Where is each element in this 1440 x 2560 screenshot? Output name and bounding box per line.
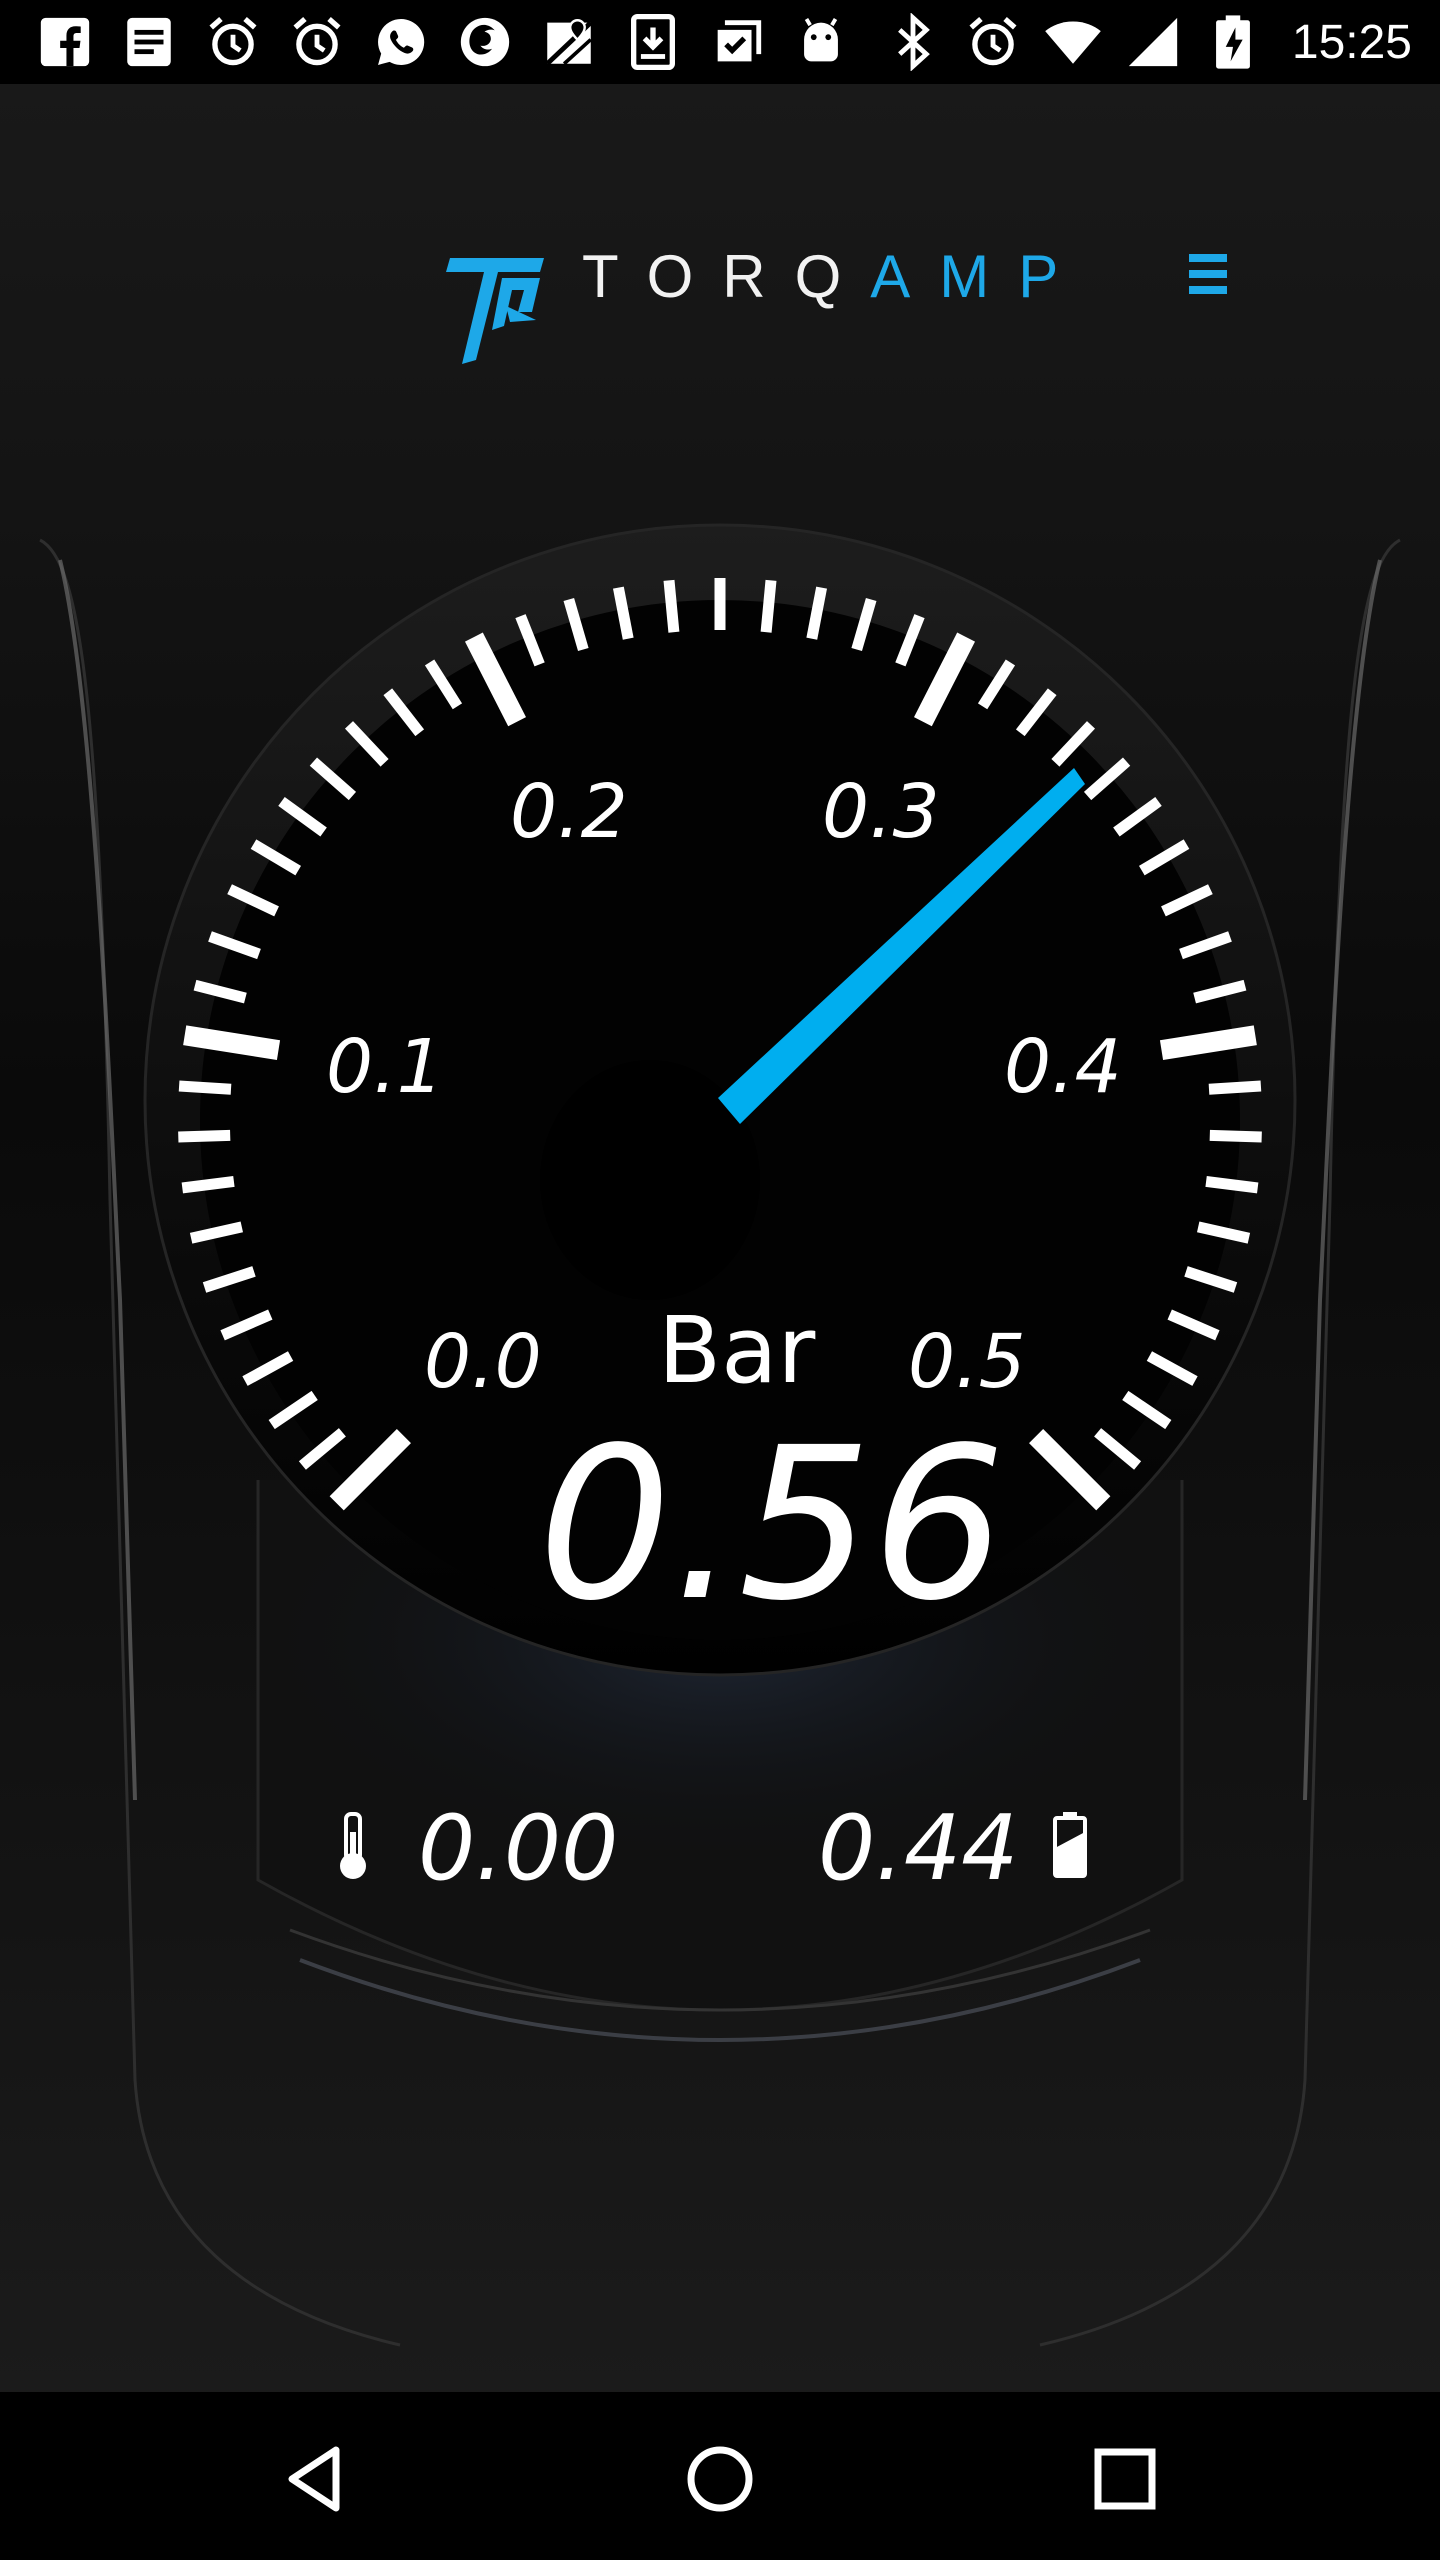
gauge-minor-tick	[563, 597, 589, 652]
temperature-value: 0.00	[418, 1796, 619, 1901]
gauge-minor-tick	[1113, 796, 1162, 837]
gauge-minor-tick	[612, 586, 634, 640]
gauge-minor-tick	[383, 688, 425, 737]
gauge-minor-tick	[1193, 979, 1247, 1004]
gauge-minor-tick	[1122, 1390, 1172, 1430]
gauge-major-tick	[183, 1025, 281, 1060]
thermometer-icon	[340, 1812, 366, 1879]
home-icon[interactable]	[675, 2434, 765, 2524]
gauge-major-tick	[329, 1429, 411, 1511]
gauge-minor-tick	[181, 1175, 235, 1194]
gauge-major-tick	[464, 632, 527, 727]
alarm-icon	[209, 17, 257, 66]
download-icon	[631, 13, 675, 71]
battery-icon	[1053, 1812, 1087, 1878]
gauge-minor-tick	[895, 614, 925, 667]
gauge-unit: Bar	[658, 1297, 816, 1404]
android-icon	[804, 18, 838, 62]
gauge-minor-tick	[1146, 1351, 1198, 1386]
gauge-minor-tick	[424, 659, 463, 710]
gauge-minor-tick	[760, 579, 777, 633]
gauge-minor-tick	[1094, 1428, 1142, 1470]
gauge-reading: 0.56	[538, 1402, 1006, 1647]
gauge-label-0-2: 0.2	[510, 769, 628, 855]
gauge-minor-tick	[309, 757, 357, 801]
gauge-minor-tick	[1167, 1309, 1220, 1341]
gauge-label-0-4: 0.4	[1004, 1024, 1122, 1110]
gauge-minor-tick	[663, 579, 680, 633]
gauge-minor-tick	[1184, 1266, 1238, 1293]
torqamp-logo	[446, 258, 544, 364]
gauge-minor-tick	[1138, 839, 1190, 876]
gauge-minor-tick	[178, 1080, 232, 1095]
battery-charging-icon	[1215, 15, 1250, 69]
gauge-ticks	[178, 578, 1262, 1511]
gauge-minor-tick	[278, 796, 327, 837]
bluetooth-icon	[897, 13, 930, 71]
gauge-minor-tick	[250, 839, 302, 876]
gauge-major-tick	[1159, 1025, 1257, 1060]
facebook-icon	[40, 17, 90, 67]
notes-icon	[127, 17, 171, 67]
gauge-minor-tick	[1161, 884, 1213, 917]
gauge-needle	[718, 768, 1085, 1124]
gauge-minor-tick	[242, 1351, 294, 1386]
system-icons: 15:25	[884, 10, 1412, 74]
gauge-minor-tick	[208, 931, 261, 960]
gauge-minor-tick	[202, 1266, 256, 1293]
notification-icons	[36, 10, 850, 74]
gauge-minor-tick	[344, 721, 389, 767]
brand-part-amp: AMP	[870, 243, 1088, 310]
gauge-minor-tick	[1051, 721, 1096, 767]
battery-value: 0.44	[818, 1796, 1019, 1901]
gauge-minor-tick	[1209, 1129, 1262, 1143]
clipboard-icon	[717, 20, 762, 62]
gauge-major-tick	[913, 632, 976, 727]
gauge-major-tick	[1029, 1429, 1111, 1511]
brand-part-torq: TORQ	[582, 243, 871, 310]
gauge-minor-tick	[178, 1129, 231, 1143]
gauge-label-0-5: 0.5	[908, 1319, 1026, 1405]
whatsapp-icon	[378, 19, 425, 65]
gauge-minor-tick	[268, 1390, 318, 1430]
brand-wordmark: TORQAMP	[582, 242, 1087, 312]
alarm-icon	[293, 17, 341, 66]
alarm-icon	[969, 17, 1017, 66]
status-bar: 15:25	[0, 0, 1440, 84]
firefox-icon	[460, 17, 510, 67]
gauge-minor-tick	[189, 1221, 243, 1244]
recents-icon[interactable]	[1080, 2434, 1170, 2524]
back-icon[interactable]	[272, 2434, 362, 2524]
status-time: 15:25	[1291, 15, 1412, 69]
maps-icon	[545, 19, 593, 66]
gauge-minor-tick	[1083, 757, 1131, 801]
gauge-minor-tick	[193, 979, 247, 1004]
wifi-icon	[1045, 21, 1101, 64]
gauge-minor-tick	[298, 1428, 346, 1470]
gauge-minor-tick	[851, 597, 877, 652]
gauge-minor-tick	[806, 586, 828, 640]
navigation-bar	[0, 2392, 1440, 2560]
cell-signal-icon	[1128, 17, 1178, 67]
gauge-label-0-1: 0.1	[326, 1024, 444, 1110]
gauge-minor-tick	[227, 884, 279, 917]
gauge-minor-tick	[977, 659, 1016, 710]
menu-button[interactable]	[1185, 252, 1237, 300]
gauge-minor-tick	[1205, 1175, 1259, 1194]
gauge-label-0-0: 0.0	[424, 1319, 542, 1405]
gauge-needle-layer	[718, 768, 1085, 1124]
gauge-minor-tick	[515, 614, 545, 667]
gauge-minor-tick	[1197, 1221, 1251, 1244]
gauge-label-0-3: 0.3	[822, 769, 940, 855]
gauge-minor-tick	[1179, 931, 1232, 960]
gauge-minor-tick	[1208, 1080, 1262, 1095]
gauge-minor-tick	[1015, 688, 1057, 737]
gauge-minor-tick	[220, 1309, 273, 1341]
